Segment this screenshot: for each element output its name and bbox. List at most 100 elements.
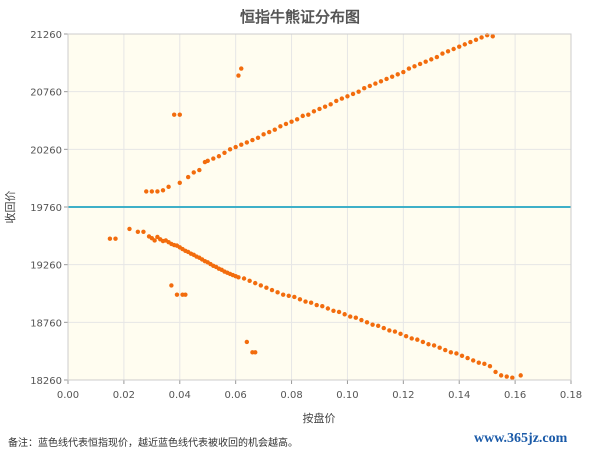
data-point [409, 336, 414, 341]
data-point [415, 337, 420, 342]
data-point [348, 314, 353, 319]
data-point [342, 312, 347, 317]
data-point [518, 373, 523, 378]
x-axis-label: 按盘价 [303, 411, 336, 425]
data-point [253, 280, 258, 286]
watermark: www.365jz.com [474, 431, 568, 446]
y-axis-label: 收回价 [3, 191, 17, 224]
data-point [417, 61, 423, 67]
data-point [375, 323, 381, 328]
data-point [336, 309, 342, 315]
data-point [144, 189, 149, 194]
x-tick-label: 0.02 [113, 390, 135, 401]
data-point [412, 64, 417, 69]
data-point [185, 174, 191, 180]
data-point [250, 137, 255, 143]
x-tick-label: 0.08 [280, 390, 302, 401]
data-point [289, 119, 294, 124]
data-point [406, 66, 412, 71]
data-point [211, 156, 216, 161]
x-tick-label: 0.12 [392, 390, 414, 401]
data-point [174, 292, 180, 297]
data-point [322, 104, 328, 109]
data-point [236, 73, 241, 78]
data-point [308, 300, 314, 305]
data-point [370, 322, 375, 327]
x-tick-label: 0.18 [560, 390, 582, 401]
data-point [160, 188, 166, 193]
data-point [317, 106, 322, 112]
data-point [350, 91, 356, 97]
data-point [241, 276, 247, 281]
x-tick-label: 0.16 [504, 390, 526, 401]
plot-frame [67, 33, 572, 381]
data-point [303, 299, 308, 304]
data-point [239, 142, 244, 147]
x-tick-label: 0.10 [336, 390, 358, 401]
data-point [378, 79, 384, 84]
y-tick-label: 20760 [30, 88, 62, 99]
data-point [401, 69, 406, 75]
data-point [476, 360, 481, 365]
data-point [462, 42, 468, 47]
data-point [255, 135, 261, 140]
data-point [269, 287, 275, 293]
y-tick-label: 19760 [30, 203, 62, 214]
data-point [362, 86, 367, 91]
data-point [244, 339, 250, 345]
data-point [325, 306, 331, 311]
footnote: 备注：蓝色线代表恒指现价，越近蓝色线代表被收回的机会越高。 [8, 438, 298, 449]
data-point [487, 363, 493, 369]
y-tick-label: 20260 [30, 145, 62, 156]
data-point [345, 94, 350, 99]
data-point [278, 124, 283, 129]
data-point [328, 102, 333, 107]
data-point [434, 54, 440, 60]
data-point [272, 127, 277, 132]
data-point [233, 144, 238, 150]
bull-bear-scatter-chart: 18260 18760 19260 19760 20260 20760 21260 0.00… [3, 8, 582, 425]
scatter-points [107, 32, 523, 380]
y-tick-label: 19260 [30, 261, 62, 272]
data-point [451, 46, 456, 52]
data-point [457, 44, 462, 49]
data-point [294, 117, 300, 122]
data-point [392, 329, 398, 334]
data-point [127, 226, 132, 232]
data-point [149, 189, 155, 194]
data-point [311, 109, 317, 114]
data-point [403, 333, 409, 339]
data-point [286, 293, 291, 299]
x-tick-label: 0.14 [448, 390, 470, 401]
data-point [454, 351, 459, 356]
data-point [227, 147, 233, 152]
data-point [107, 236, 113, 241]
data-point [236, 275, 241, 280]
data-point [152, 238, 157, 243]
data-point [482, 361, 487, 367]
data-point [334, 98, 339, 104]
data-point [498, 373, 504, 378]
data-point [275, 290, 280, 295]
data-point [183, 292, 188, 297]
data-point [297, 297, 303, 302]
data-point [504, 374, 509, 379]
data-point [398, 331, 403, 337]
data-point [264, 285, 269, 290]
data-point [353, 315, 359, 320]
data-point [216, 154, 222, 159]
data-point [387, 328, 392, 333]
x-tick-label: 0.00 [57, 390, 79, 401]
y-tick-label: 21260 [30, 30, 62, 41]
data-point [141, 229, 146, 234]
data-point [320, 303, 325, 309]
data-point [381, 325, 386, 331]
data-point [356, 89, 361, 94]
data-point [300, 113, 305, 119]
data-point [247, 278, 252, 284]
data-point [431, 343, 437, 348]
data-point [205, 158, 210, 164]
data-point [258, 283, 264, 288]
data-point [314, 302, 319, 308]
y-axis-ticks: 18260 18760 19260 19760 20260 20760 21260 [30, 30, 68, 387]
